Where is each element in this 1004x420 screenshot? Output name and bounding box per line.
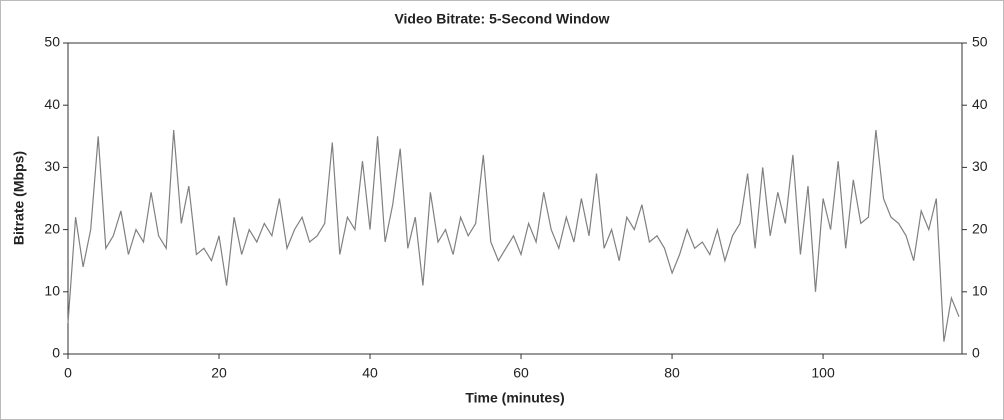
- x-tick-label: 20: [211, 365, 227, 381]
- plot-area: [67, 42, 963, 355]
- x-tick-label: 80: [664, 365, 680, 381]
- x-tick-label: 100: [811, 365, 835, 381]
- y-tick-label: 10: [44, 283, 60, 299]
- y-tick-label: 20: [44, 220, 60, 236]
- y-axis-label: Bitrate (Mbps): [11, 151, 27, 245]
- y2-tick-label: 40: [972, 96, 988, 112]
- y-tick-label: 50: [44, 34, 60, 50]
- x-tick-label: 40: [362, 365, 378, 381]
- y2-tick-label: 0: [972, 345, 980, 361]
- x-tick-label: 0: [64, 365, 72, 381]
- chart-title: Video Bitrate: 5-Second Window: [394, 11, 609, 27]
- y2-tick-label: 10: [972, 283, 988, 299]
- y2-tick-label: 20: [972, 220, 988, 236]
- y2-tick-label: 50: [972, 34, 988, 50]
- x-axis-label: Time (minutes): [465, 390, 564, 406]
- y-tick-label: 0: [52, 345, 60, 361]
- x-tick-label: 60: [513, 365, 529, 381]
- y-tick-label: 30: [44, 158, 60, 174]
- data-line: [67, 130, 960, 342]
- y2-tick-label: 30: [972, 158, 988, 174]
- y-tick-label: 40: [44, 96, 60, 112]
